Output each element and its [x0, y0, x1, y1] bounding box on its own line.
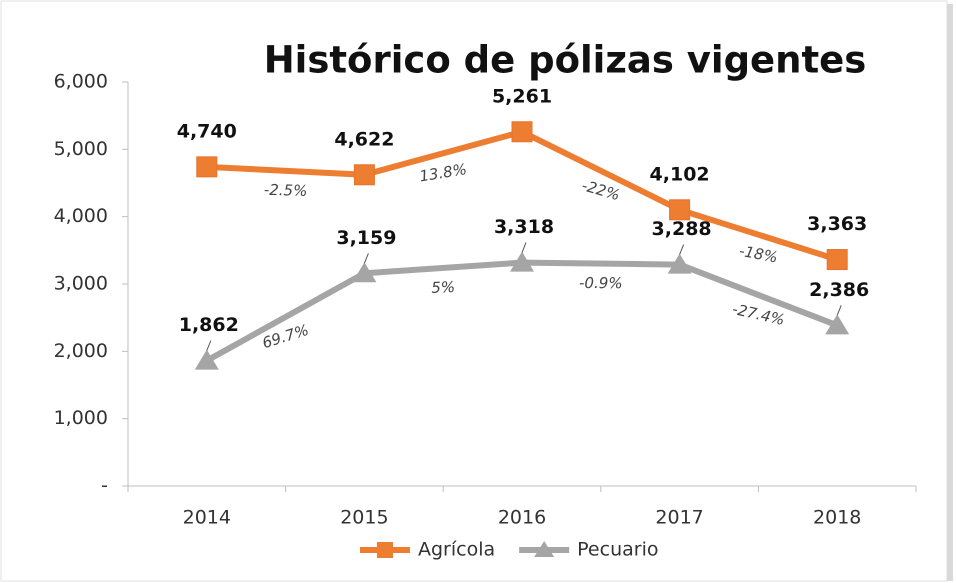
y-tick-label: 4,000 — [54, 205, 108, 227]
x-tick-label: 2018 — [813, 507, 861, 529]
data-label: 3,159 — [336, 227, 396, 249]
point — [825, 314, 850, 335]
chart-title: Histórico de pólizas vigentes — [264, 39, 867, 82]
leader-line — [679, 244, 685, 255]
leader-line — [206, 340, 212, 351]
frame-shadow — [947, 4, 953, 581]
leader-line — [363, 253, 369, 264]
change-label: 5% — [431, 278, 456, 297]
x-tick-label: 2014 — [183, 507, 231, 529]
data-label: 3,318 — [494, 216, 554, 238]
legend-label: Agrícola — [418, 539, 495, 561]
y-tick-label: 5,000 — [54, 138, 108, 160]
change-label: -0.9% — [579, 274, 623, 292]
data-label: 4,102 — [650, 163, 710, 185]
data-label: 1,862 — [179, 314, 239, 336]
point — [669, 199, 691, 221]
data-label: 2,386 — [809, 279, 869, 301]
point — [667, 253, 692, 274]
point — [352, 262, 377, 283]
point — [511, 121, 533, 143]
leader-line — [521, 242, 527, 253]
data-label: 4,622 — [334, 128, 394, 150]
data-label: 4,740 — [177, 120, 237, 142]
point — [510, 251, 534, 272]
x-tick-label: 2016 — [498, 507, 546, 529]
data-label: 3,363 — [807, 213, 867, 235]
point — [194, 349, 219, 370]
y-tick-label: 2,000 — [54, 340, 108, 362]
data-label: 5,261 — [492, 85, 552, 107]
legend-marker — [534, 541, 555, 557]
x-tick-label: 2015 — [340, 507, 388, 529]
change-label: -2.5% — [264, 181, 308, 200]
y-tick-label: 6,000 — [54, 71, 108, 93]
x-tick-label: 2017 — [655, 507, 703, 529]
y-tick-label: 1,000 — [54, 407, 108, 429]
point — [826, 249, 848, 271]
data-label: 3,288 — [652, 218, 712, 240]
y-tick-label: 3,000 — [54, 273, 108, 295]
legend-marker — [377, 542, 393, 558]
leader-line — [836, 305, 842, 316]
point — [353, 164, 375, 186]
point — [196, 156, 218, 178]
y-tick-label: - — [101, 475, 108, 497]
legend-label: Pecuario — [577, 539, 658, 561]
